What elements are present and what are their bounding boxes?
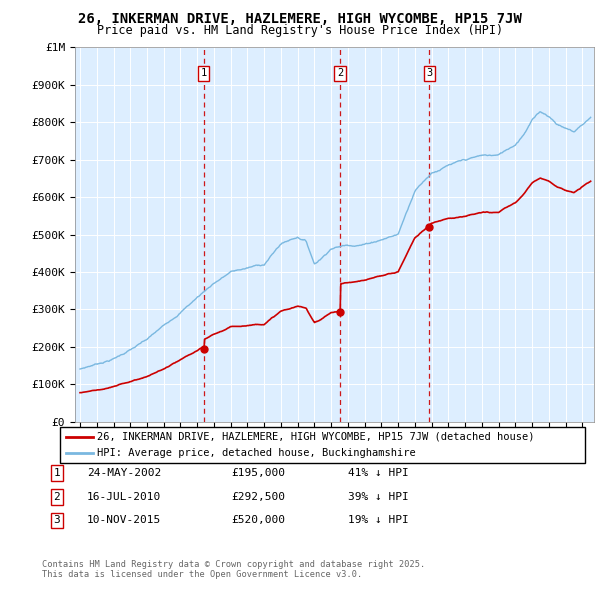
Text: 24-MAY-2002: 24-MAY-2002 bbox=[87, 468, 161, 478]
Text: 3: 3 bbox=[53, 516, 61, 525]
Text: £195,000: £195,000 bbox=[231, 468, 285, 478]
Text: 16-JUL-2010: 16-JUL-2010 bbox=[87, 492, 161, 502]
Text: £520,000: £520,000 bbox=[231, 516, 285, 525]
Text: HPI: Average price, detached house, Buckinghamshire: HPI: Average price, detached house, Buck… bbox=[97, 448, 416, 458]
Text: 1: 1 bbox=[53, 468, 61, 478]
Text: 2: 2 bbox=[337, 68, 343, 78]
Text: 26, INKERMAN DRIVE, HAZLEMERE, HIGH WYCOMBE, HP15 7JW: 26, INKERMAN DRIVE, HAZLEMERE, HIGH WYCO… bbox=[78, 12, 522, 26]
Text: £292,500: £292,500 bbox=[231, 492, 285, 502]
Text: 26, INKERMAN DRIVE, HAZLEMERE, HIGH WYCOMBE, HP15 7JW (detached house): 26, INKERMAN DRIVE, HAZLEMERE, HIGH WYCO… bbox=[97, 432, 535, 442]
Text: Price paid vs. HM Land Registry's House Price Index (HPI): Price paid vs. HM Land Registry's House … bbox=[97, 24, 503, 37]
Text: 19% ↓ HPI: 19% ↓ HPI bbox=[348, 516, 409, 525]
Text: Contains HM Land Registry data © Crown copyright and database right 2025.
This d: Contains HM Land Registry data © Crown c… bbox=[42, 560, 425, 579]
Text: 1: 1 bbox=[200, 68, 207, 78]
Text: 39% ↓ HPI: 39% ↓ HPI bbox=[348, 492, 409, 502]
Text: 3: 3 bbox=[426, 68, 433, 78]
Text: 2: 2 bbox=[53, 492, 61, 502]
Text: 41% ↓ HPI: 41% ↓ HPI bbox=[348, 468, 409, 478]
Text: 10-NOV-2015: 10-NOV-2015 bbox=[87, 516, 161, 525]
